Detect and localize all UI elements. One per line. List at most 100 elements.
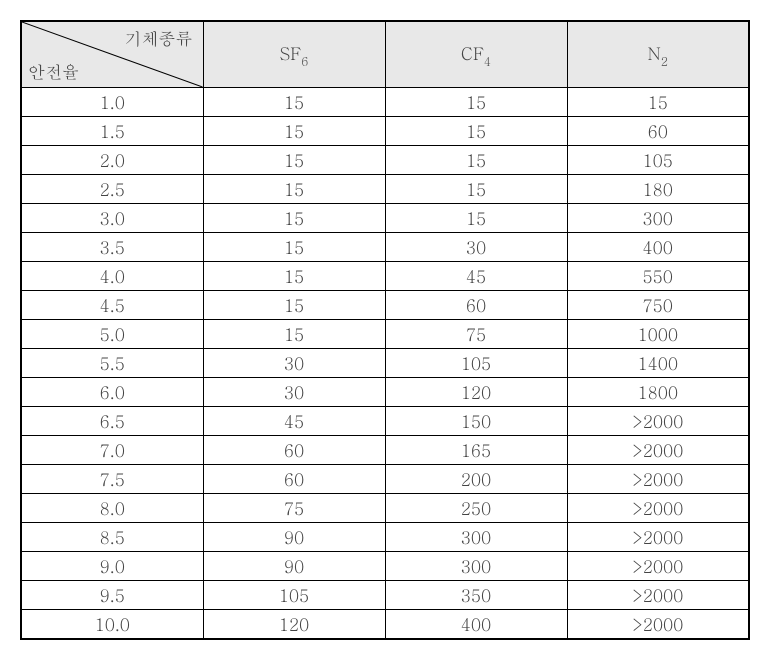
cell-sf6: 15 [203,291,385,320]
cell-n2: 400 [567,233,749,262]
cell-sf6: 15 [203,320,385,349]
cell-factor: 5.0 [21,320,203,349]
table-row: 7.060165>2000 [21,436,749,465]
column-header-cf4: CF4 [385,21,567,88]
cell-factor: 1.5 [21,117,203,146]
cell-cf4: 250 [385,494,567,523]
cell-n2: 1000 [567,320,749,349]
cell-factor: 3.0 [21,204,203,233]
cell-factor: 9.0 [21,552,203,581]
cell-cf4: 30 [385,233,567,262]
table-row: 7.560200>2000 [21,465,749,494]
cell-sf6: 30 [203,378,385,407]
cell-sf6: 15 [203,262,385,291]
cell-sf6: 15 [203,117,385,146]
cell-factor: 4.5 [21,291,203,320]
cell-sf6: 120 [203,610,385,639]
cell-cf4: 45 [385,262,567,291]
cell-n2: 105 [567,146,749,175]
table-row: 1.5151560 [21,117,749,146]
cell-sf6: 15 [203,146,385,175]
data-table-container: 기체종류 안전율 SF6 CF4 N2 1.01515151.51515602.… [20,20,750,640]
cell-n2: 1800 [567,378,749,407]
cell-n2: >2000 [567,610,749,639]
cell-sf6: 30 [203,349,385,378]
diagonal-header-cell: 기체종류 안전율 [21,21,203,88]
table-row: 3.51530400 [21,233,749,262]
table-row: 6.545150>2000 [21,407,749,436]
cell-sf6: 105 [203,581,385,610]
cell-factor: 2.5 [21,175,203,204]
table-row: 4.51560750 [21,291,749,320]
column-header-n2: N2 [567,21,749,88]
cell-factor: 7.0 [21,436,203,465]
column-label-sub: 2 [661,53,668,70]
cell-cf4: 400 [385,610,567,639]
cell-n2: >2000 [567,407,749,436]
cell-sf6: 15 [203,88,385,117]
cell-n2: >2000 [567,523,749,552]
cell-factor: 8.5 [21,523,203,552]
cell-cf4: 15 [385,175,567,204]
cell-factor: 7.5 [21,465,203,494]
cell-factor: 6.0 [21,378,203,407]
column-label-main: SF [280,41,302,65]
cell-cf4: 15 [385,88,567,117]
cell-sf6: 75 [203,494,385,523]
table-row: 1.0151515 [21,88,749,117]
column-header-sf6: SF6 [203,21,385,88]
table-row: 6.0301201800 [21,378,749,407]
cell-factor: 1.0 [21,88,203,117]
table-row: 8.590300>2000 [21,523,749,552]
cell-sf6: 15 [203,233,385,262]
cell-n2: >2000 [567,465,749,494]
cell-n2: 1400 [567,349,749,378]
table-row: 4.01545550 [21,262,749,291]
cell-cf4: 75 [385,320,567,349]
header-top-right-label: 기체종류 [125,26,193,50]
cell-sf6: 15 [203,175,385,204]
column-label-main: N [648,41,661,65]
header-bottom-left-label: 안전율 [28,59,79,83]
gas-safety-table: 기체종류 안전율 SF6 CF4 N2 1.01515151.51515602.… [20,20,750,640]
cell-sf6: 90 [203,552,385,581]
cell-n2: 750 [567,291,749,320]
cell-cf4: 350 [385,581,567,610]
cell-n2: >2000 [567,436,749,465]
cell-n2: 60 [567,117,749,146]
cell-cf4: 15 [385,146,567,175]
table-row: 5.015751000 [21,320,749,349]
table-row: 9.5105350>2000 [21,581,749,610]
cell-n2: >2000 [567,581,749,610]
cell-cf4: 165 [385,436,567,465]
table-row: 8.075250>2000 [21,494,749,523]
cell-cf4: 60 [385,291,567,320]
cell-sf6: 45 [203,407,385,436]
cell-sf6: 60 [203,436,385,465]
column-label-main: CF [461,41,484,65]
column-label-sub: 6 [301,53,308,70]
table-row: 3.01515300 [21,204,749,233]
cell-factor: 5.5 [21,349,203,378]
cell-factor: 9.5 [21,581,203,610]
table-body: 1.01515151.51515602.015151052.515151803.… [21,88,749,639]
cell-n2: >2000 [567,494,749,523]
cell-cf4: 300 [385,552,567,581]
table-row: 10.0120400>2000 [21,610,749,639]
cell-sf6: 60 [203,465,385,494]
cell-cf4: 120 [385,378,567,407]
cell-factor: 10.0 [21,610,203,639]
cell-sf6: 15 [203,204,385,233]
table-row: 2.01515105 [21,146,749,175]
cell-cf4: 200 [385,465,567,494]
cell-cf4: 15 [385,204,567,233]
cell-n2: 300 [567,204,749,233]
table-header-row: 기체종류 안전율 SF6 CF4 N2 [21,21,749,88]
column-label-sub: 4 [484,53,491,70]
cell-factor: 2.0 [21,146,203,175]
cell-factor: 4.0 [21,262,203,291]
cell-cf4: 150 [385,407,567,436]
cell-n2: 180 [567,175,749,204]
table-row: 9.090300>2000 [21,552,749,581]
cell-cf4: 105 [385,349,567,378]
